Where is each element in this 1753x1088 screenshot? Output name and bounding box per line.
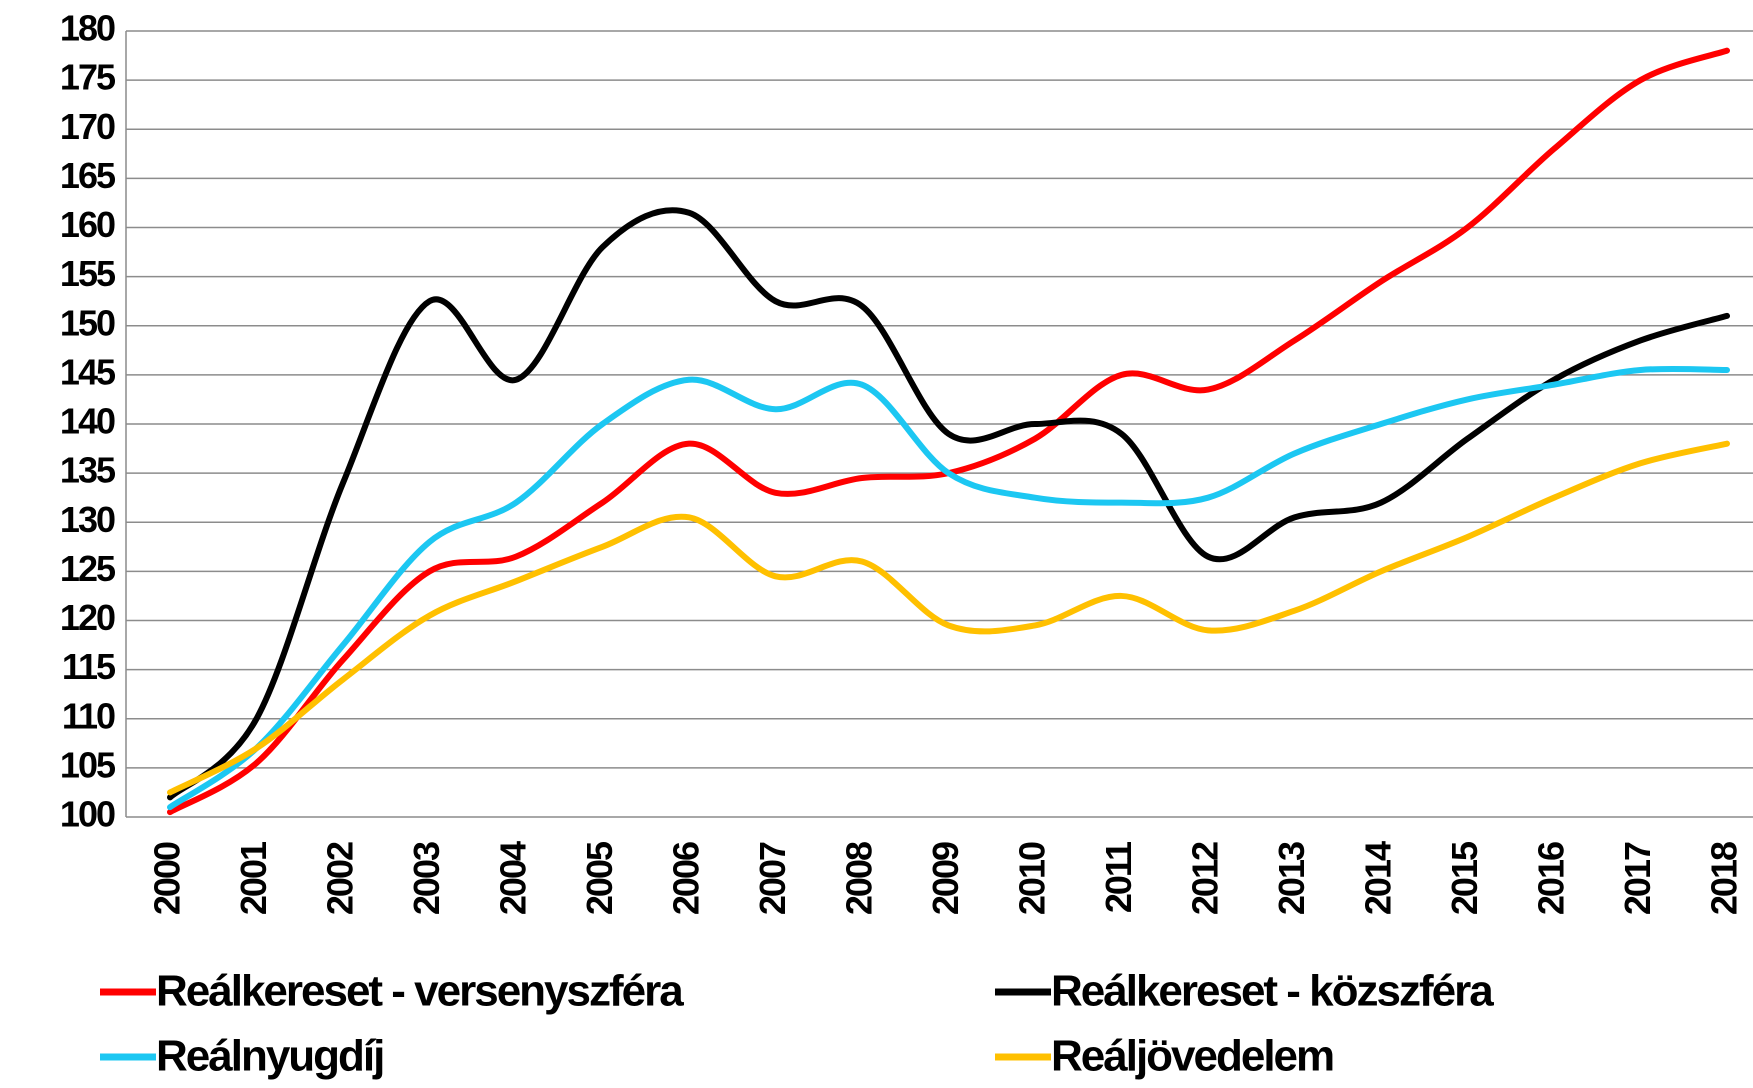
x-tick-label: 2011 [1098,841,1139,913]
x-tick-label: 2015 [1444,841,1485,915]
y-tick-label: 160 [60,204,115,245]
y-tick-label: 145 [60,351,116,392]
legend-label: Reáljövedelem [1051,1032,1333,1081]
x-tick-label: 2003 [406,842,447,915]
x-tick-label: 2007 [752,842,793,915]
y-tick-label: 170 [60,106,115,147]
x-tick-label: 2013 [1271,842,1312,915]
y-tick-label: 110 [62,695,115,736]
y-tick-label: 150 [60,302,115,343]
y-tick-label: 125 [60,548,116,589]
x-tick-label: 2017 [1617,842,1658,915]
y-tick-label: 100 [60,794,115,835]
x-tick-label: 2005 [579,841,620,915]
x-tick-label: 2004 [493,841,534,915]
y-tick-label: 120 [60,597,115,638]
y-tick-label: 180 [60,8,115,49]
x-tick-label: 2001 [233,841,274,915]
y-tick-label: 175 [60,57,116,98]
x-tick-label: 2009 [925,842,966,915]
x-tick-label: 2018 [1704,842,1745,915]
y-tick-label: 115 [62,646,116,687]
x-tick-label: 2014 [1358,841,1399,915]
series-line [167,365,1730,811]
x-tick-label: 2002 [320,842,361,915]
y-tick-label: 155 [60,253,116,294]
legend-label: Reálkereset - versenyszféra [156,967,684,1016]
x-tick-label: 2000 [147,842,188,915]
x-tick-label: 2008 [839,842,880,915]
series-line [167,440,1730,796]
series-line [167,207,1730,801]
y-tick-label: 130 [60,499,115,540]
x-tick-label: 2010 [1012,842,1053,915]
x-tick-label: 2016 [1531,842,1572,915]
y-tick-label: 140 [60,401,115,442]
y-tick-label: 165 [60,155,116,196]
legend-label: Reálkereset - közszféra [1051,967,1494,1016]
x-tick-label: 2006 [666,842,707,915]
y-tick-label: 105 [60,744,116,785]
x-tick-label: 2012 [1185,842,1226,915]
y-tick-label: 135 [60,450,116,491]
legend-label: Reálnyugdíj [156,1032,383,1081]
